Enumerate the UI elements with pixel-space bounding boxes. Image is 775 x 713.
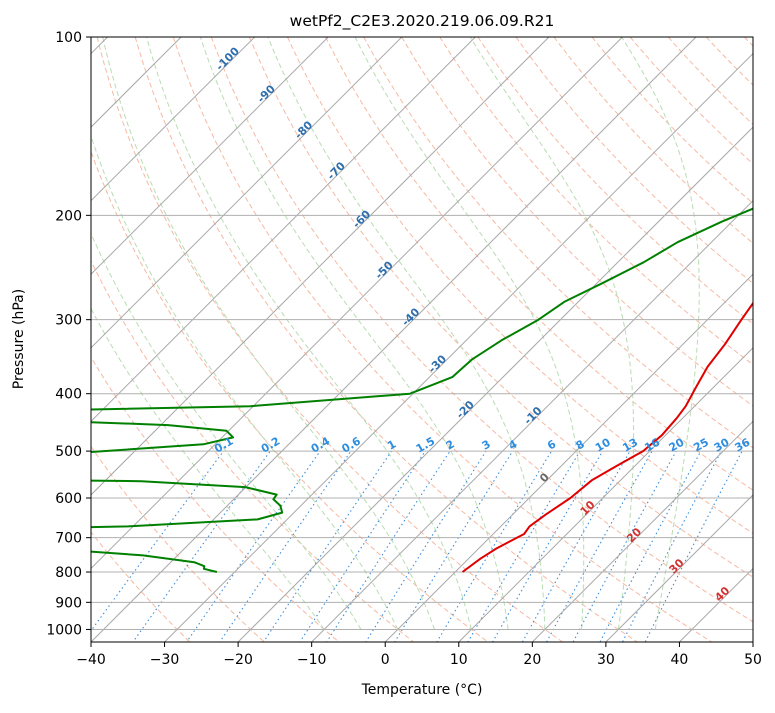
x-axis-label: Temperature (°C) bbox=[361, 682, 483, 698]
moist-adiabat-line bbox=[200, 37, 508, 629]
mixing-ratio-line bbox=[640, 451, 743, 654]
moist-adiabat-line bbox=[355, 37, 584, 629]
isotherm-line bbox=[532, 37, 775, 642]
isotherm-label: 40 bbox=[712, 584, 732, 604]
profile-line bbox=[0, 478, 282, 531]
dry-adiabat-line bbox=[135, 37, 637, 642]
mixing-ratio-line bbox=[388, 451, 513, 654]
x-tick-label: 20 bbox=[523, 652, 541, 668]
dry-adiabat-line bbox=[554, 37, 775, 642]
isotherm-line bbox=[165, 37, 770, 642]
y-tick-label: 500 bbox=[55, 444, 82, 460]
mixing-ratio-label: 0.6 bbox=[340, 434, 364, 455]
x-axis: −40 −30 −20 −10 0 10 20 30 40 50 bbox=[76, 642, 762, 668]
x-tick-label: 40 bbox=[671, 652, 689, 668]
dry-adiabat-line bbox=[364, 37, 775, 642]
mixing-ratio-label: 3 bbox=[480, 438, 493, 453]
isotherm-label: -20 bbox=[454, 398, 477, 421]
moist-adiabat-line bbox=[66, 37, 398, 629]
chart-title: wetPf2_C2E3.2020.219.06.09.R21 bbox=[290, 12, 555, 31]
mixing-ratio-label: 0.2 bbox=[259, 435, 282, 456]
series-layer bbox=[0, 37, 775, 572]
profile-line bbox=[43, 37, 775, 411]
mixing-ratio-label: 20 bbox=[667, 435, 687, 454]
x-tick-label: −10 bbox=[297, 652, 327, 668]
y-tick-label: 200 bbox=[55, 208, 82, 224]
y-tick-label: 900 bbox=[55, 595, 82, 611]
y-axis-label: Pressure (hPa) bbox=[11, 289, 27, 389]
isotherm-line bbox=[0, 37, 255, 642]
dry-adiabat-line bbox=[744, 37, 775, 642]
isotherm-label: -90 bbox=[255, 82, 278, 105]
mixing-ratio-line bbox=[256, 451, 392, 654]
isotherm-line bbox=[753, 37, 775, 642]
isotherm-label: -100 bbox=[213, 44, 242, 73]
mixing-ratio-line bbox=[319, 451, 450, 654]
mixing-ratio-label: 1.5 bbox=[414, 435, 437, 456]
y-tick-label: 400 bbox=[55, 387, 82, 403]
dry-adiabat-line bbox=[173, 37, 712, 642]
isotherm-line bbox=[606, 37, 775, 642]
plot-frame bbox=[91, 37, 753, 642]
x-tick-label: 10 bbox=[450, 652, 468, 668]
background-lines bbox=[0, 37, 775, 654]
y-tick-label: 700 bbox=[55, 531, 82, 547]
profile-line bbox=[463, 37, 775, 572]
mixing-ratio-label: 10 bbox=[593, 435, 613, 454]
mixing-ratio-line bbox=[292, 451, 425, 654]
dry-adiabat-line bbox=[706, 37, 775, 642]
x-tick-label: 0 bbox=[381, 652, 390, 668]
isotherm-label: 10 bbox=[578, 498, 598, 518]
isotherm-label: -60 bbox=[350, 207, 373, 230]
isotherm-line bbox=[385, 37, 775, 642]
profile-line bbox=[0, 418, 233, 458]
isotherm-label: -50 bbox=[373, 258, 396, 281]
mixing-ratio-line bbox=[461, 451, 580, 654]
profile-line bbox=[0, 543, 217, 572]
isotherm-line bbox=[91, 37, 696, 642]
dry-adiabat-line bbox=[21, 37, 414, 642]
dry-adiabat-line bbox=[668, 37, 775, 642]
dry-adiabat-line bbox=[0, 37, 264, 642]
y-tick-label: 600 bbox=[55, 491, 82, 507]
isotherm-label: -40 bbox=[399, 305, 422, 328]
isotherm-line bbox=[0, 37, 402, 642]
mixing-ratio-label: 6 bbox=[545, 437, 558, 452]
x-tick-label: −20 bbox=[223, 652, 253, 668]
y-tick-label: 800 bbox=[55, 565, 82, 581]
dry-adiabat-line bbox=[59, 37, 488, 642]
x-tick-label: −40 bbox=[76, 652, 106, 668]
isotherm-label: -30 bbox=[426, 352, 449, 375]
moist-adiabat-line bbox=[470, 37, 633, 629]
y-tick-label: 100 bbox=[55, 30, 82, 46]
isotherm-line bbox=[238, 37, 775, 642]
x-tick-label: −30 bbox=[150, 652, 180, 668]
isotherm-label: -80 bbox=[292, 118, 315, 141]
isotherm-label: 20 bbox=[624, 525, 644, 545]
mixing-ratio-label: 30 bbox=[712, 435, 732, 454]
mixing-ratio-label: 1 bbox=[385, 438, 398, 453]
mixing-ratio-label: 0.4 bbox=[309, 434, 333, 455]
x-tick-label: 50 bbox=[744, 652, 762, 668]
moist-adiabat-line bbox=[103, 37, 435, 629]
mixing-ratio-line bbox=[516, 451, 630, 654]
isotherm-label: 30 bbox=[667, 556, 687, 576]
dry-adiabat-line bbox=[440, 37, 775, 642]
mixing-ratio-label: 4 bbox=[506, 437, 519, 452]
mixing-ratio-label: 25 bbox=[691, 436, 711, 455]
y-tick-label: 300 bbox=[55, 313, 82, 329]
y-tick-label: 1000 bbox=[46, 622, 82, 638]
mixing-ratio-line bbox=[540, 451, 652, 654]
x-tick-label: 30 bbox=[597, 652, 615, 668]
dry-adiabat-line bbox=[0, 37, 339, 642]
isotherm-line bbox=[312, 37, 775, 642]
dry-adiabat-line bbox=[592, 37, 775, 642]
y-axis: 100 200 300 400 500 600 700 800 900 1000 bbox=[46, 30, 91, 638]
isotherm-label: -70 bbox=[325, 159, 348, 182]
